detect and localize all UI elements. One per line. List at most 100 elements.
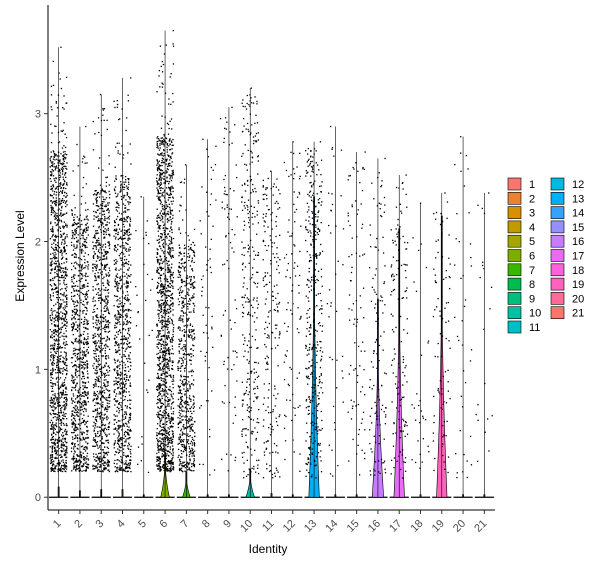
data-point <box>75 290 78 292</box>
data-point <box>63 465 65 467</box>
data-point <box>171 177 173 179</box>
data-point <box>102 210 104 213</box>
data-point <box>108 312 111 315</box>
data-point <box>104 216 106 218</box>
data-point <box>56 441 59 444</box>
data-point <box>168 162 170 165</box>
data-point <box>156 372 159 375</box>
data-point <box>75 232 77 234</box>
data-point <box>60 396 63 398</box>
data-point <box>76 370 78 372</box>
data-point <box>74 360 77 362</box>
data-point <box>52 197 55 199</box>
data-point <box>171 293 173 295</box>
data-point <box>76 366 78 368</box>
data-point <box>125 455 128 458</box>
data-point <box>157 249 159 251</box>
data-point <box>49 399 51 402</box>
data-point <box>96 455 99 457</box>
data-point <box>65 393 67 396</box>
data-point <box>56 381 59 383</box>
data-point <box>169 398 171 401</box>
data-point <box>79 409 82 411</box>
data-point <box>63 463 66 465</box>
data-point <box>106 385 108 387</box>
data-point <box>166 280 168 283</box>
data-point <box>60 199 63 202</box>
data-point <box>116 469 118 471</box>
data-point <box>165 172 167 174</box>
data-point <box>171 430 173 432</box>
data-point <box>159 468 161 470</box>
data-point <box>57 329 59 332</box>
data-point <box>166 430 168 432</box>
data-point <box>96 402 98 405</box>
data-point <box>161 288 163 291</box>
data-point <box>120 382 122 384</box>
data-point <box>57 369 59 371</box>
data-point <box>123 463 126 465</box>
data-point <box>57 348 59 350</box>
data-point <box>156 300 159 302</box>
data-point <box>56 265 58 267</box>
data-point <box>158 398 161 400</box>
data-point <box>59 160 61 162</box>
data-point <box>108 460 111 463</box>
data-point <box>74 372 77 374</box>
data-point <box>52 184 54 186</box>
data-point <box>167 414 169 416</box>
data-point <box>63 282 65 284</box>
data-point <box>59 279 61 282</box>
data-point <box>160 299 162 301</box>
data-point <box>50 439 52 441</box>
data-point <box>63 280 65 282</box>
data-point <box>87 352 89 354</box>
data-point <box>60 243 63 245</box>
data-point <box>172 314 174 316</box>
data-point <box>122 218 124 220</box>
data-point <box>79 232 81 235</box>
data-point <box>165 341 167 343</box>
data-point <box>58 401 61 404</box>
data-point <box>120 455 122 458</box>
data-point <box>127 466 130 469</box>
data-point <box>169 437 171 440</box>
data-point <box>163 451 165 453</box>
data-point <box>74 427 76 429</box>
data-point <box>50 208 53 210</box>
data-point <box>108 348 111 351</box>
data-point <box>130 346 132 348</box>
data-point <box>99 456 101 458</box>
data-point <box>119 420 121 422</box>
data-point <box>64 415 66 418</box>
data-point <box>114 238 117 240</box>
data-point <box>86 348 88 351</box>
data-point <box>103 379 105 381</box>
data-point <box>52 247 54 250</box>
data-point <box>97 167 100 169</box>
data-point <box>104 266 107 268</box>
data-point <box>54 428 56 430</box>
data-point <box>75 459 78 461</box>
data-point <box>61 367 63 370</box>
data-point <box>59 357 61 360</box>
data-point <box>54 413 57 415</box>
data-point <box>158 456 160 458</box>
data-point <box>94 409 97 412</box>
data-point <box>54 444 57 446</box>
data-point <box>128 354 130 356</box>
data-point <box>118 349 120 351</box>
data-point <box>65 224 67 227</box>
data-point <box>79 387 82 389</box>
data-point <box>58 307 61 310</box>
data-point <box>122 469 124 472</box>
data-point <box>92 453 95 455</box>
data-point <box>101 367 103 369</box>
data-point <box>92 326 95 328</box>
data-point <box>124 350 126 352</box>
data-point <box>92 257 95 259</box>
data-point <box>127 186 129 188</box>
data-point <box>124 395 127 398</box>
data-point <box>120 437 122 439</box>
data-point <box>160 181 162 184</box>
